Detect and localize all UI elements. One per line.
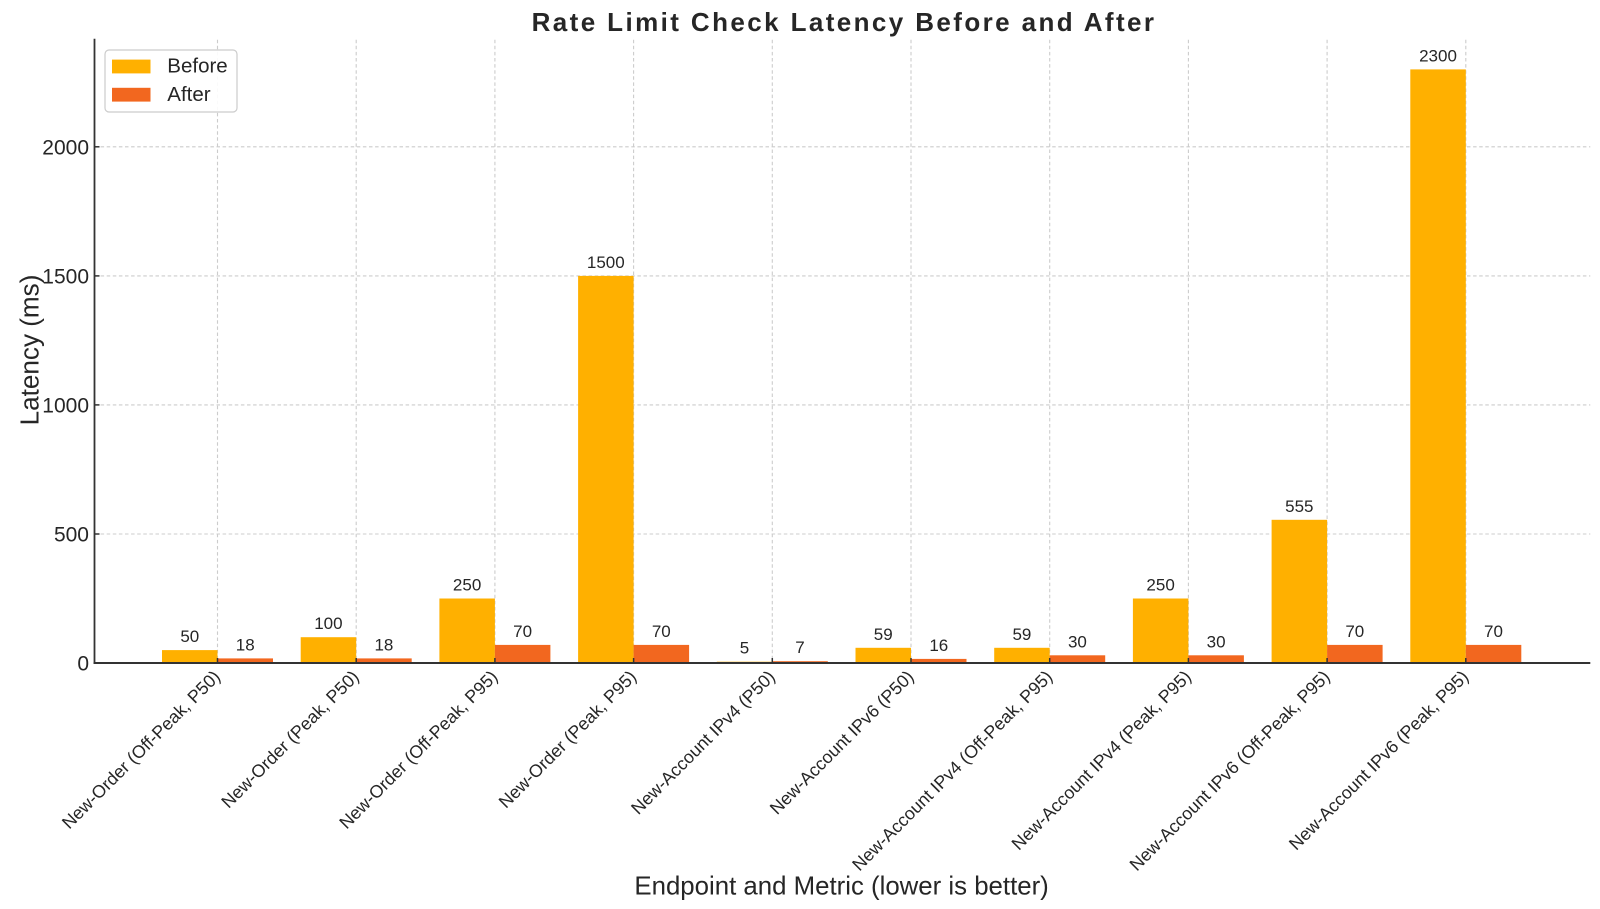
svg-text:70: 70 xyxy=(652,622,671,641)
svg-text:2300: 2300 xyxy=(1419,46,1457,65)
svg-text:Latency (ms): Latency (ms) xyxy=(15,275,45,426)
svg-text:100: 100 xyxy=(314,614,342,633)
svg-text:Before: Before xyxy=(167,55,227,78)
svg-text:70: 70 xyxy=(513,622,532,641)
svg-text:555: 555 xyxy=(1285,497,1313,516)
svg-text:70: 70 xyxy=(1345,622,1364,641)
svg-text:59: 59 xyxy=(1012,625,1031,644)
svg-text:5: 5 xyxy=(740,639,749,658)
svg-text:After: After xyxy=(167,83,210,106)
svg-text:250: 250 xyxy=(1146,576,1174,595)
svg-text:30: 30 xyxy=(1068,632,1087,651)
svg-text:1500: 1500 xyxy=(42,265,89,288)
svg-text:59: 59 xyxy=(874,625,893,644)
svg-text:1000: 1000 xyxy=(42,394,89,417)
svg-text:Rate Limit Check Latency Befor: Rate Limit Check Latency Before and Afte… xyxy=(532,7,1157,37)
svg-text:2000: 2000 xyxy=(42,136,89,159)
svg-text:7: 7 xyxy=(795,638,804,657)
svg-text:30: 30 xyxy=(1207,632,1226,651)
svg-text:70: 70 xyxy=(1484,622,1503,641)
svg-text:500: 500 xyxy=(54,524,89,547)
svg-text:18: 18 xyxy=(374,635,393,654)
svg-text:18: 18 xyxy=(236,635,255,654)
svg-text:50: 50 xyxy=(180,627,199,646)
svg-text:250: 250 xyxy=(453,576,481,595)
svg-text:Endpoint and Metric (lower is: Endpoint and Metric (lower is better) xyxy=(634,872,1048,900)
svg-text:1500: 1500 xyxy=(587,253,625,272)
svg-text:16: 16 xyxy=(929,636,948,655)
svg-text:0: 0 xyxy=(77,653,89,676)
